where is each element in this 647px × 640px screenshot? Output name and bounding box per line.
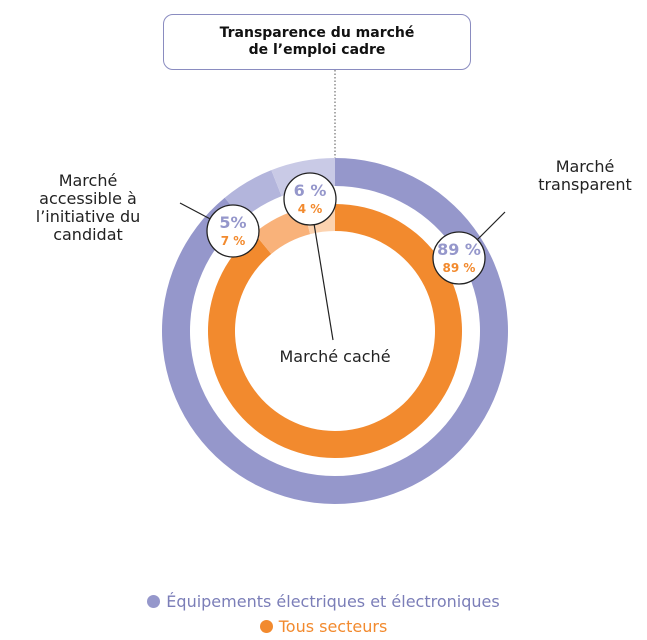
value-label: 89 % — [437, 240, 481, 259]
category-label: Marché transparent — [538, 157, 632, 194]
value-label: 5% — [219, 213, 246, 232]
value-label: 7 % — [221, 234, 246, 248]
legend-label: Équipements électriques et électroniques — [166, 592, 500, 611]
value-label: 6 % — [294, 181, 327, 200]
category-label: Marché caché — [279, 347, 391, 366]
legend-item: Tous secteurs — [0, 617, 647, 636]
legend-swatch — [147, 595, 161, 608]
callout-circle — [432, 231, 486, 285]
chart-title: Transparence du marché de l’emploi cadre — [163, 14, 471, 70]
callout-circle — [283, 172, 337, 226]
callout-circle — [206, 204, 260, 258]
value-label: 89 % — [443, 261, 476, 275]
legend-swatch — [259, 620, 273, 633]
category-label: Marché accessible à l’initiative du cand… — [35, 171, 141, 244]
value-label: 4 % — [298, 202, 323, 216]
legend-item: Équipements électriques et électroniques — [0, 592, 647, 611]
legend-label: Tous secteurs — [278, 617, 388, 636]
